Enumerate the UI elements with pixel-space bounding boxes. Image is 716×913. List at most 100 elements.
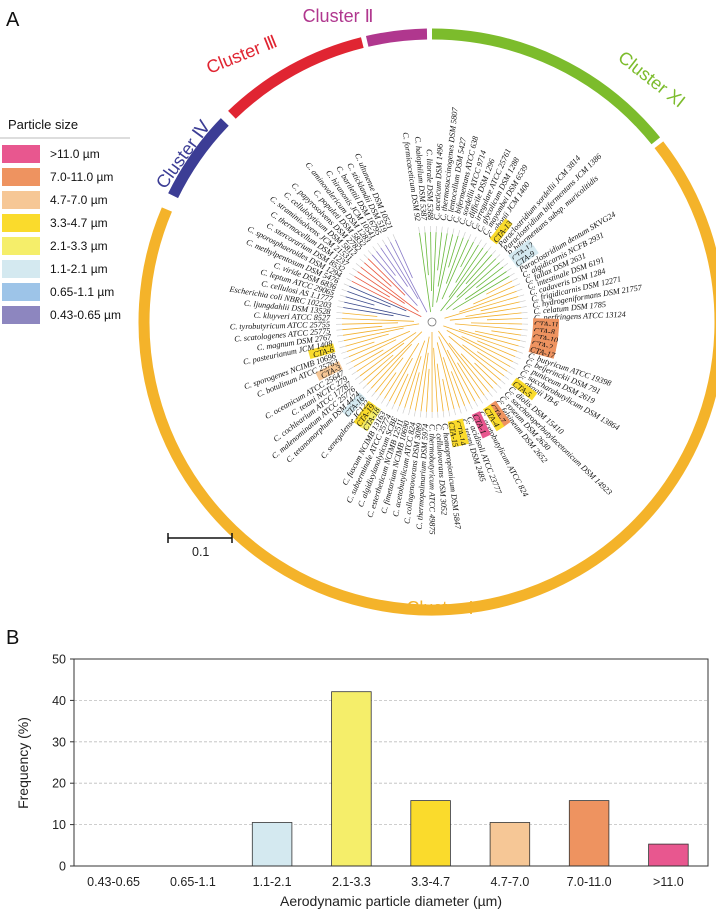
strain-size-highlight: [508, 239, 535, 263]
tree-leaf-connector: [414, 410, 416, 417]
plot-frame: [73, 658, 709, 867]
tree-leaf-connector: [518, 345, 525, 348]
tree-branch: [346, 341, 375, 352]
tree-leaf: C. aceticum DSM 1496: [432, 143, 445, 221]
tree-leaf-connector: [371, 391, 376, 397]
tree-leaf-connector: [391, 403, 395, 410]
tree-branch: [442, 378, 450, 411]
tree-branch: [354, 275, 391, 298]
tree-branch: [470, 322, 523, 325]
y-tick-label: 20: [52, 777, 66, 791]
tree-branch: [375, 357, 404, 393]
tree-branch: [342, 318, 415, 322]
tree-leaf-connector: [459, 407, 462, 414]
legend-item: 0.65-1.1 µm: [2, 283, 114, 301]
tree-leaf-connector: [341, 289, 348, 292]
tree-leaf-connector: [376, 395, 381, 401]
tree-branch: [356, 332, 417, 372]
tree-leaf-label: C. thermobutyricum ATCC 49875: [428, 424, 437, 535]
tree-branch: [486, 280, 513, 295]
tree-leaf-connector: [500, 379, 506, 385]
tree-branch: [347, 291, 391, 308]
tree-branch: [345, 296, 375, 306]
tree-branch: [348, 330, 411, 358]
tree-leaf-connector: [392, 234, 396, 240]
tree-leaf-connector: [516, 288, 523, 292]
tree-branch: [476, 351, 508, 372]
tree-branch: [364, 262, 392, 287]
tree-leaf-connector: [517, 351, 523, 354]
tree-branch: [458, 329, 519, 347]
legend-swatch: [2, 168, 40, 186]
tree-branch: [459, 290, 517, 313]
tree-leaf-connector: [520, 306, 527, 308]
tree-leaf-connector: [519, 300, 526, 303]
tree-leaf-label: C. kluyveri ATCC 8527: [254, 311, 332, 323]
tree-leaf-label: CTA-8: [533, 326, 555, 337]
x-tick-label: 4.7-7.0: [490, 875, 529, 889]
tree-leaf-connector: [386, 401, 390, 407]
legend-item: 3.3-4.7 µm: [2, 214, 108, 232]
tree-leaf-connector: [408, 409, 411, 416]
tree-leaf-connector: [478, 239, 482, 246]
strain-size-highlight: [359, 404, 382, 432]
tree-leaf-connector: [464, 405, 468, 412]
tree-branch: [351, 339, 397, 363]
tree-branch: [437, 233, 448, 287]
tree-branch: [446, 262, 500, 310]
tree-leaf-label: C. aceticum DSM 1496: [432, 143, 445, 221]
tree-branch: [444, 296, 519, 319]
tree-branch: [363, 354, 394, 381]
y-axis-label: Frequency (%): [15, 717, 31, 809]
tree-branch: [440, 250, 488, 312]
tree-leaf-connector: [499, 258, 505, 263]
legend-label: 3.3-4.7 µm: [50, 216, 108, 230]
cluster-arc: [431, 28, 661, 145]
tree-branch: [366, 331, 423, 385]
tree-leaf-connector: [362, 384, 368, 389]
x-tick-label: 1.1-2.1: [253, 875, 292, 889]
legend-swatch: [2, 283, 40, 301]
tree-branch: [342, 325, 383, 331]
tree-branch: [460, 353, 494, 389]
tree-branch: [395, 239, 413, 279]
tree-branch: [349, 285, 407, 312]
tree-leaf-connector: [348, 366, 355, 370]
tree-leaf-connector: [484, 395, 489, 401]
tree-branch: [491, 330, 522, 336]
legend-item: 2.1-3.3 µm: [2, 237, 108, 255]
tree-leaf: C. tyrobutyricum ATCC 25755: [230, 320, 330, 331]
legend-label: 0.43-0.65 µm: [50, 308, 121, 322]
tree-leaf-connector: [338, 300, 345, 303]
tree-leaf: C. litorale DSM 5388: [425, 149, 435, 220]
legend-swatch: [2, 260, 40, 278]
legend-swatch: [2, 145, 40, 163]
legend-label: 0.65-1.1 µm: [50, 285, 114, 299]
tree-leaf-connector: [520, 334, 528, 337]
tree-leaf-connector: [377, 242, 382, 249]
tree-branch: [388, 357, 413, 402]
tree-branch: [404, 356, 422, 408]
cluster-label: Cluster Ⅱ: [303, 6, 374, 26]
tree-branch: [376, 251, 396, 276]
bar-4.7-7.0: [489, 822, 531, 867]
cluster-arc: [365, 28, 428, 47]
tree-branch: [370, 343, 412, 389]
tree-branch: [448, 235, 459, 268]
strain-size-highlight: [308, 343, 336, 360]
tree-branch: [343, 307, 394, 317]
tree-leaf-connector: [488, 391, 493, 397]
y-tick-label: 30: [52, 735, 66, 749]
strain-size-highlight: [488, 400, 511, 428]
tree-branch: [351, 280, 422, 317]
tree-leaf-connector: [341, 351, 348, 354]
tree-leaf-connector: [448, 410, 451, 417]
strain-size-highlight: [511, 377, 538, 401]
tree-branch: [345, 333, 389, 347]
tree-leaf-connector: [366, 388, 372, 394]
scale-bar-label: 0.1: [192, 545, 209, 559]
tree-branch: [448, 247, 484, 298]
cluster-arc: [138, 141, 716, 616]
tree-branch: [462, 344, 505, 377]
